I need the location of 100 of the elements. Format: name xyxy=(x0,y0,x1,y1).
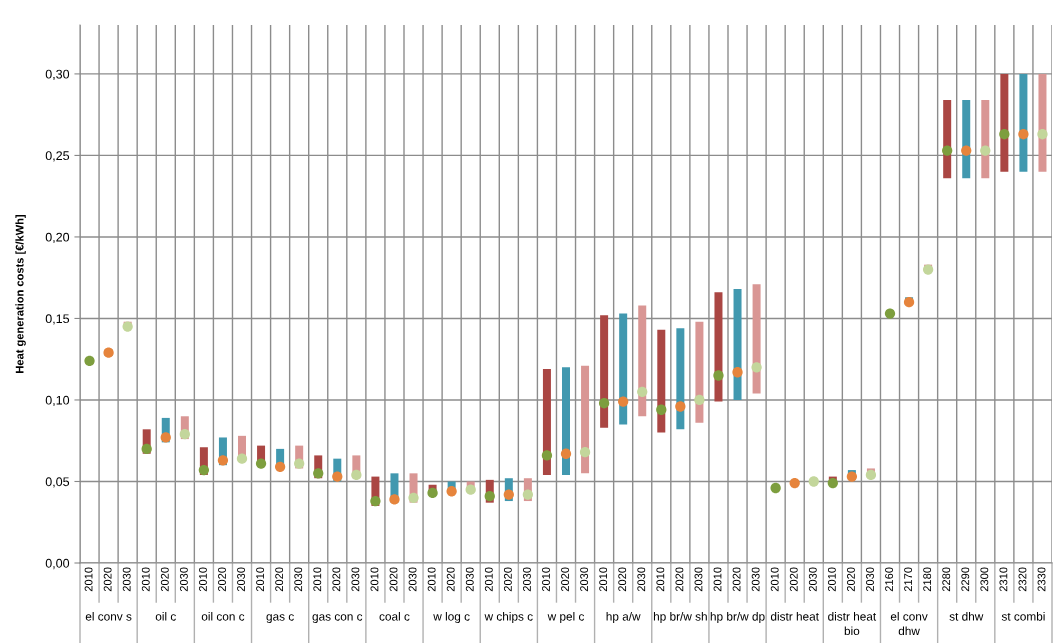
x-tick-label: 2030 xyxy=(122,567,131,592)
point xyxy=(217,455,229,466)
y-tick-label: 0,25 xyxy=(45,151,70,162)
bar xyxy=(733,289,742,400)
x-tick-label: 2290 xyxy=(961,567,970,592)
y-axis-title: Heat generation costs [€/kWh] xyxy=(15,214,26,373)
text: st combi xyxy=(1001,612,1045,621)
x-tick-label: 2010 xyxy=(713,567,722,592)
point xyxy=(884,308,896,319)
point xyxy=(427,487,438,499)
text: distr heat xyxy=(770,612,819,621)
x-tick-label: 2030 xyxy=(523,567,531,592)
y-tick-label: 0,30 xyxy=(45,69,70,81)
point xyxy=(980,145,991,156)
bar xyxy=(714,292,723,402)
text: el conv dhw xyxy=(890,612,928,636)
x-tick-label: 2160 xyxy=(885,567,893,592)
bar xyxy=(1019,73,1028,172)
point xyxy=(294,458,305,469)
bar xyxy=(1038,73,1047,172)
x-tick-label: 2030 xyxy=(408,567,417,592)
point xyxy=(961,145,972,156)
text: hp br/w dp xyxy=(710,612,765,624)
text: w chips c xyxy=(484,612,533,624)
x-tick-label: 2030 xyxy=(465,567,474,592)
x-tick-label: 2010 xyxy=(770,567,779,592)
point xyxy=(732,367,743,378)
x-tick-label: 2020 xyxy=(675,567,684,592)
bar xyxy=(657,329,666,433)
x-tick-label: 2020 xyxy=(503,567,512,592)
text: distr heat bio xyxy=(828,612,877,636)
text: oil con c xyxy=(201,612,245,621)
point xyxy=(713,370,724,381)
bar xyxy=(581,365,590,474)
point xyxy=(503,489,514,500)
x-tick-label: 2010 xyxy=(484,567,493,592)
x-tick-label: 2020 xyxy=(847,567,855,592)
x-tick-label: 2170 xyxy=(904,567,913,592)
x-tick-label: 2020 xyxy=(446,567,455,592)
point xyxy=(827,477,838,489)
point xyxy=(179,429,190,440)
x-tick-label: 2020 xyxy=(561,567,569,592)
point xyxy=(313,468,324,479)
x-tick-label: 2030 xyxy=(294,567,303,592)
x-tick-label: 2030 xyxy=(751,567,760,592)
point xyxy=(579,446,591,458)
point xyxy=(694,394,705,406)
x-tick-label: 2010 xyxy=(599,567,608,592)
x-tick-label: 2010 xyxy=(827,567,836,592)
point xyxy=(541,450,553,461)
x-tick-label: 2280 xyxy=(942,567,951,592)
y-tick-label: 0,20 xyxy=(45,232,70,244)
x-tick-label: 2030 xyxy=(351,567,360,592)
text: gas c xyxy=(266,614,294,624)
point xyxy=(789,477,800,489)
x-tick-label: 2010 xyxy=(370,567,379,592)
x-tick-label: 2010 xyxy=(313,567,322,592)
text: st dhw xyxy=(949,612,984,621)
x-tick-label: 2030 xyxy=(808,567,817,592)
point xyxy=(770,482,781,494)
point xyxy=(141,443,152,455)
bar xyxy=(638,305,647,417)
bar xyxy=(619,313,628,425)
point xyxy=(484,491,495,502)
y-tick-label: 0,15 xyxy=(45,314,70,325)
x-tick-label: 2020 xyxy=(160,567,169,592)
text: coal c xyxy=(379,612,410,621)
x-tick-label: 2330 xyxy=(1037,567,1046,592)
point xyxy=(942,145,953,156)
x-tick-label: 2010 xyxy=(199,567,207,592)
x-tick-label: 2020 xyxy=(618,567,627,592)
text: hp a/w xyxy=(606,612,641,624)
x-tick-label: 2020 xyxy=(103,567,112,592)
point xyxy=(522,489,534,500)
x-tick-label: 2010 xyxy=(256,567,265,592)
point xyxy=(808,476,819,487)
point xyxy=(618,396,629,407)
bar xyxy=(562,367,570,475)
x-tick-label: 2030 xyxy=(179,567,188,592)
x-tick-label: 2010 xyxy=(427,567,436,592)
x-tick-label: 2010 xyxy=(656,567,665,592)
point xyxy=(236,453,248,464)
bar xyxy=(542,368,551,475)
bar xyxy=(676,328,685,430)
x-tick-label: 2030 xyxy=(580,567,589,592)
x-tick-label: 2020 xyxy=(332,567,341,592)
text: oil c xyxy=(155,612,176,621)
x-tick-label: 2030 xyxy=(694,567,703,592)
point xyxy=(1037,129,1048,140)
text: w pel c xyxy=(547,612,585,624)
point xyxy=(274,461,286,472)
point xyxy=(751,362,762,373)
point xyxy=(656,404,667,415)
x-tick-label: 2020 xyxy=(218,567,226,592)
point xyxy=(675,401,686,412)
point xyxy=(160,432,171,443)
point xyxy=(370,495,381,507)
x-tick-label: 2030 xyxy=(866,567,874,592)
y-tick-label: 0,10 xyxy=(45,395,70,407)
x-tick-label: 2010 xyxy=(542,567,550,592)
